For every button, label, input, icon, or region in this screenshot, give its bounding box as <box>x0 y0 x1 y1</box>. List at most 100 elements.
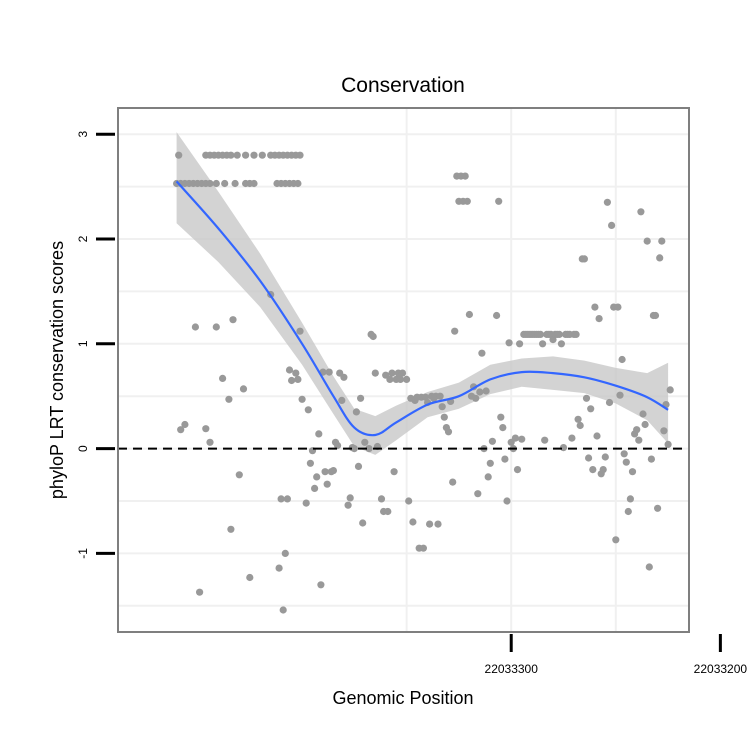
data-point <box>246 573 254 582</box>
data-point <box>599 466 607 474</box>
data-point <box>501 455 509 463</box>
data-point <box>206 438 214 446</box>
y-axis-ticks: -1 0 1 2 3 <box>76 131 115 559</box>
data-point <box>656 254 664 262</box>
data-point <box>323 480 331 488</box>
data-point <box>277 495 285 503</box>
data-point <box>438 403 446 411</box>
data-point <box>344 501 352 509</box>
data-point <box>465 310 473 319</box>
data-point <box>281 549 289 558</box>
data-point <box>557 340 566 348</box>
data-point <box>359 519 367 527</box>
data-point <box>227 151 235 159</box>
y-tick-label: 0 <box>76 445 90 452</box>
data-point <box>499 424 507 432</box>
data-point <box>539 340 547 348</box>
data-point <box>377 495 386 503</box>
data-point <box>461 172 469 180</box>
data-point <box>361 438 369 446</box>
data-point <box>603 198 612 206</box>
data-point <box>622 458 630 466</box>
data-point <box>296 327 304 335</box>
data-point <box>235 471 243 479</box>
data-point <box>212 179 220 188</box>
data-point <box>572 330 580 338</box>
data-point <box>637 208 645 216</box>
data-point <box>426 520 434 528</box>
smooth-confidence-band <box>176 132 669 455</box>
data-point <box>388 369 396 377</box>
data-point <box>340 373 348 381</box>
data-point <box>354 462 363 470</box>
data-point <box>488 437 496 445</box>
data-point <box>398 369 407 377</box>
data-point <box>206 179 214 188</box>
data-point <box>227 525 235 533</box>
data-point <box>476 388 484 396</box>
data-point <box>346 494 354 502</box>
data-point <box>233 151 241 159</box>
x-axis-label: Genomic Position <box>332 688 473 708</box>
data-point <box>574 415 582 423</box>
data-point <box>283 495 291 503</box>
data-point <box>440 413 448 421</box>
data-point <box>511 434 519 442</box>
data-point <box>292 369 300 377</box>
data-point <box>580 255 589 263</box>
data-point <box>175 151 183 159</box>
data-point <box>250 179 258 188</box>
x-tick-label: 22033300 <box>485 662 539 676</box>
data-point <box>593 432 601 440</box>
data-point <box>585 454 593 462</box>
data-point <box>386 375 394 383</box>
data-point <box>409 518 417 526</box>
data-point <box>635 436 643 444</box>
smooth-line-path <box>175 180 669 437</box>
data-point <box>302 499 310 507</box>
data-point <box>664 440 672 448</box>
data-point <box>350 445 358 453</box>
data-point <box>325 368 333 376</box>
data-point <box>275 564 283 572</box>
data-point <box>212 323 220 331</box>
data-point <box>239 385 248 393</box>
data-point <box>250 151 258 159</box>
data-point <box>463 197 471 205</box>
data-point <box>258 151 266 159</box>
data-point <box>618 355 626 364</box>
data-point <box>225 395 233 403</box>
y-tick-label: 3 <box>76 131 90 138</box>
data-point <box>620 450 628 458</box>
x-axis-ticks: 22033300 22033200 <box>485 634 747 676</box>
data-point <box>601 453 609 461</box>
data-point <box>321 468 329 476</box>
data-point <box>451 327 459 335</box>
data-point <box>334 441 342 450</box>
data-point <box>472 394 480 402</box>
data-point <box>612 536 620 544</box>
data-point <box>484 473 492 481</box>
data-point <box>633 426 641 434</box>
data-point <box>639 410 647 418</box>
data-point <box>505 339 513 347</box>
data-point <box>503 497 511 505</box>
data-point <box>605 398 614 407</box>
data-point <box>541 436 549 444</box>
data-point <box>641 420 649 429</box>
data-point <box>371 369 379 377</box>
data-point <box>536 330 545 338</box>
data-point <box>352 408 360 416</box>
data-point <box>191 323 199 331</box>
data-point <box>384 507 392 516</box>
data-point <box>311 484 319 492</box>
data-point <box>296 151 304 159</box>
data-point <box>329 467 337 475</box>
data-point <box>614 303 622 311</box>
data-points <box>173 151 674 614</box>
data-point <box>317 581 325 589</box>
data-point <box>595 315 603 323</box>
data-point <box>624 507 632 516</box>
data-point <box>306 459 314 467</box>
data-point <box>434 520 442 528</box>
